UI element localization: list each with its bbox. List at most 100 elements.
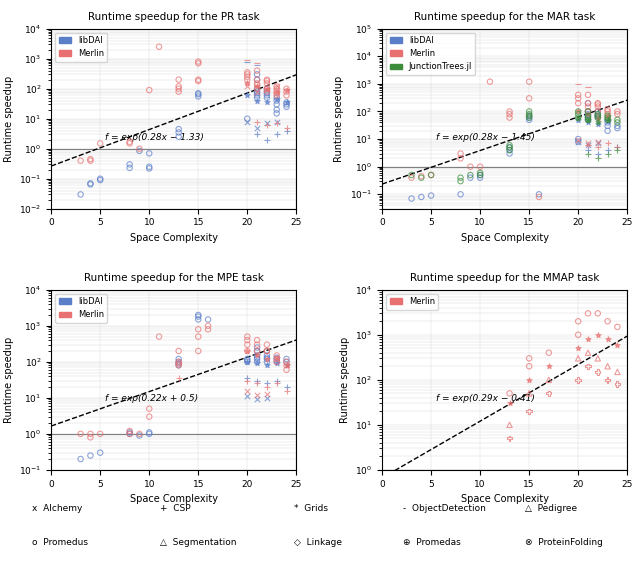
Legend: libDAI, Merlin: libDAI, Merlin — [56, 33, 108, 62]
Point — [252, 336, 262, 345]
Point — [173, 124, 184, 134]
Point — [125, 139, 135, 148]
Point — [271, 351, 282, 360]
Point — [465, 173, 476, 182]
Point — [193, 57, 204, 66]
Point — [583, 111, 593, 120]
Point — [271, 357, 282, 366]
Point — [524, 107, 534, 116]
Point — [252, 87, 262, 96]
Point — [543, 389, 554, 398]
Point — [593, 309, 603, 318]
Point — [262, 93, 272, 103]
Point — [573, 330, 583, 339]
Point — [573, 136, 583, 145]
Point — [573, 354, 583, 363]
Point — [154, 332, 164, 341]
Point — [252, 81, 262, 90]
Point — [602, 146, 612, 155]
Point — [593, 99, 603, 108]
Point — [242, 336, 252, 345]
Point — [262, 340, 272, 349]
Point — [465, 170, 476, 179]
Point — [95, 448, 106, 457]
Point — [475, 168, 485, 178]
Point — [252, 347, 262, 356]
Point — [125, 428, 135, 437]
Point — [193, 347, 204, 356]
Point — [475, 162, 485, 171]
Point — [282, 85, 292, 95]
Point — [134, 146, 145, 155]
Point — [193, 325, 204, 334]
Point — [465, 162, 476, 171]
Point — [252, 87, 262, 96]
Point — [583, 99, 593, 108]
Point — [173, 357, 184, 366]
Point — [252, 390, 262, 399]
Point — [612, 115, 623, 124]
Point — [612, 143, 623, 152]
Point — [242, 354, 252, 363]
Point — [193, 315, 204, 324]
Point — [456, 176, 466, 186]
Point — [583, 140, 593, 150]
Point — [252, 117, 262, 126]
Point — [282, 354, 292, 363]
Point — [426, 170, 436, 179]
Point — [173, 347, 184, 356]
Point — [593, 330, 603, 339]
Point — [524, 94, 534, 103]
Y-axis label: Runtime speedup: Runtime speedup — [340, 337, 349, 423]
Point — [583, 115, 593, 124]
X-axis label: Space Complexity: Space Complexity — [130, 494, 218, 504]
Point — [173, 84, 184, 93]
Point — [282, 98, 292, 107]
Text: f = exp(0.28x − 1.33): f = exp(0.28x − 1.33) — [105, 134, 204, 142]
Point — [475, 170, 485, 179]
Point — [271, 91, 282, 100]
Point — [193, 76, 204, 85]
Point — [95, 175, 106, 185]
Point — [262, 76, 272, 85]
Point — [583, 348, 593, 358]
Point — [602, 116, 612, 125]
Text: ⊕  Promedas: ⊕ Promedas — [403, 539, 461, 547]
Point — [602, 115, 612, 124]
Point — [593, 143, 603, 152]
Point — [252, 75, 262, 84]
Point — [524, 77, 534, 87]
Point — [282, 387, 292, 396]
Title: Runtime speedup for the MAR task: Runtime speedup for the MAR task — [414, 12, 595, 22]
Point — [612, 146, 623, 155]
Point — [262, 353, 272, 362]
Point — [573, 375, 583, 384]
Point — [475, 173, 485, 182]
Point — [271, 93, 282, 103]
Point — [252, 66, 262, 75]
Point — [524, 354, 534, 363]
Point — [271, 353, 282, 362]
Point — [242, 347, 252, 356]
Point — [426, 191, 436, 200]
Point — [573, 113, 583, 122]
Point — [406, 173, 417, 182]
Point — [85, 433, 95, 442]
Point — [406, 194, 417, 203]
Point — [593, 354, 603, 363]
Point — [602, 375, 612, 384]
Point — [203, 325, 213, 334]
Point — [125, 137, 135, 146]
Point — [612, 124, 623, 133]
Point — [612, 143, 623, 152]
Point — [475, 170, 485, 179]
Point — [262, 84, 272, 93]
Point — [593, 113, 603, 122]
Point — [602, 113, 612, 122]
Point — [271, 376, 282, 385]
Point — [242, 56, 252, 65]
Point — [282, 123, 292, 132]
Point — [85, 180, 95, 189]
Point — [534, 193, 544, 202]
Point — [504, 149, 515, 158]
